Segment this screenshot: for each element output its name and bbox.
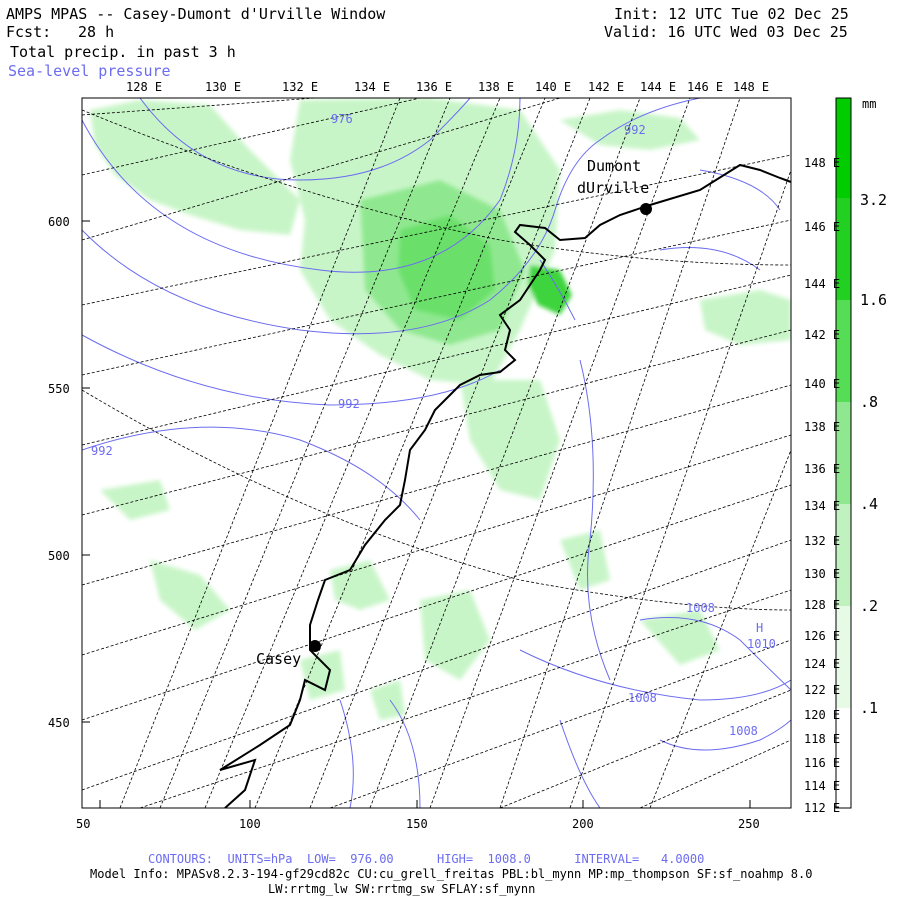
x-axis-label: 50 xyxy=(76,817,91,831)
field-name: Total precip. in past 3 h xyxy=(10,43,236,61)
lon-label-top: 146 E xyxy=(687,80,724,94)
lon-label-right: 142 E xyxy=(804,328,841,342)
colorbar-level: .8 xyxy=(860,393,879,411)
station-label-casey: Casey xyxy=(256,650,302,668)
forecast-label: Fcst: xyxy=(6,23,52,41)
graticule xyxy=(82,98,791,808)
lon-label-right: 130 E xyxy=(804,567,841,581)
lon-label-top: 128 E xyxy=(126,80,163,94)
lon-label-right: 144 E xyxy=(804,277,841,291)
lon-label-right: 136 E xyxy=(804,462,841,476)
isobar-label: 1008 xyxy=(686,601,715,615)
x-axis-label: 200 xyxy=(572,817,594,831)
lon-label-top: 144 E xyxy=(640,80,677,94)
station-label-dumont: Dumont xyxy=(587,157,642,175)
lon-label-top: 132 E xyxy=(282,80,319,94)
lon-label-right: 132 E xyxy=(804,534,841,548)
colorbar-unit: mm xyxy=(862,97,877,111)
overlay-field-name: Sea-level pressure xyxy=(8,62,171,80)
lon-label-top: 130 E xyxy=(205,80,242,94)
lon-label-top: 134 E xyxy=(354,80,391,94)
colorbar-level: .2 xyxy=(860,597,879,615)
model-info: Model Info: MPASv8.2.3-194-gf29cd82c CU:… xyxy=(90,867,813,881)
init-time: Init: 12 UTC Tue 02 Dec 25 xyxy=(614,5,849,23)
isobar-label: 1010 xyxy=(747,637,776,651)
lon-label-right: 120 E xyxy=(804,708,841,722)
lon-label-right: 116 E xyxy=(804,756,841,770)
x-axis-label: 150 xyxy=(406,817,428,831)
isobar-label: 992 xyxy=(624,123,646,137)
y-axis-label: 450 xyxy=(48,716,70,730)
precip-shading xyxy=(90,98,791,720)
x-axis-label: 250 xyxy=(738,817,760,831)
lon-label-top: 140 E xyxy=(535,80,572,94)
lon-label-right: 134 E xyxy=(804,499,841,513)
colorbar-level: .4 xyxy=(860,495,879,513)
lon-label-right: 146 E xyxy=(804,220,841,234)
left-ticks xyxy=(82,220,751,808)
coastline xyxy=(219,163,791,808)
lon-label-right: 126 E xyxy=(804,629,841,643)
isobars xyxy=(82,98,791,808)
lon-label-top: 148 E xyxy=(733,80,770,94)
lon-label-right: 114 E xyxy=(804,779,841,793)
isobar-label: 1008 xyxy=(628,691,657,705)
colorbar-level: 1.6 xyxy=(860,291,888,309)
plot-frame xyxy=(81,97,792,809)
lon-label-right: 124 E xyxy=(804,657,841,671)
colorbar xyxy=(835,97,852,809)
isobar-label: 992 xyxy=(338,397,360,411)
forecast-hour: 28 h xyxy=(78,23,115,41)
physics-info: LW:rrtmg_lw SW:rrtmg_sw SFLAY:sf_mynn xyxy=(268,882,536,896)
high-pressure-marker: H xyxy=(756,621,764,635)
isobar-label: 976 xyxy=(331,112,353,126)
y-axis-label: 600 xyxy=(48,215,70,229)
lon-label-top: 142 E xyxy=(588,80,625,94)
lon-label-right: 140 E xyxy=(804,377,841,391)
isobar-label: 992 xyxy=(91,444,113,458)
lon-label-top: 136 E xyxy=(416,80,453,94)
isobar-label: 1008 xyxy=(729,724,758,738)
colorbar-level: .1 xyxy=(860,699,879,717)
colorbar-level: 3.2 xyxy=(860,191,888,209)
lon-label-top: 138 E xyxy=(478,80,515,94)
station-label-durville: dUrville xyxy=(577,179,650,197)
x-axis-label: 100 xyxy=(239,817,261,831)
lon-label-right: 118 E xyxy=(804,732,841,746)
lon-label-right: 138 E xyxy=(804,420,841,434)
lon-label-right: 122 E xyxy=(804,683,841,697)
casey-marker xyxy=(309,640,321,652)
y-axis-label: 500 xyxy=(48,549,70,563)
lon-label-right: 128 E xyxy=(804,598,841,612)
valid-time: Valid: 16 UTC Wed 03 Dec 25 xyxy=(604,23,848,41)
contour-info: CONTOURS: UNITS=hPa LOW= 976.00 HIGH= 10… xyxy=(148,852,705,866)
dumont-durville-marker xyxy=(640,203,652,215)
lon-label-right: 148 E xyxy=(804,156,841,170)
station-markers xyxy=(309,203,652,652)
y-axis-label: 550 xyxy=(48,382,70,396)
lon-label-right: 112 E xyxy=(804,801,841,815)
plot-title: AMPS MPAS -- Casey-Dumont d'Urville Wind… xyxy=(6,5,386,23)
